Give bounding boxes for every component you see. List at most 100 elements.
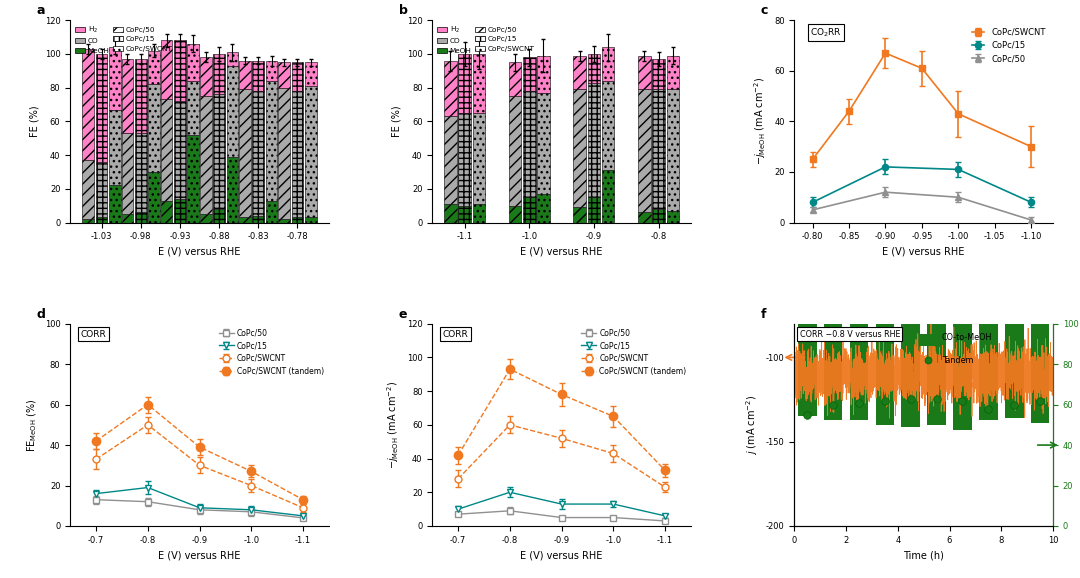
Bar (213, 94, 225, 209)
Bar (239, 217, 251, 223)
Bar (1030, 189, 1050, 423)
Bar (602, 81, 615, 171)
Bar (666, 90, 679, 211)
Point (928, 394, 945, 403)
Bar (253, 216, 265, 223)
Legend: H$_2$, CO, MeOH, CoPc/50, CoPc/15, CoPc/SWCNT: H$_2$, CO, MeOH, CoPc/50, CoPc/15, CoPc/… (71, 21, 176, 57)
Text: Tandem: Tandem (942, 355, 973, 365)
Text: c: c (760, 4, 768, 17)
Legend: CoPc/SWCNT, CoPc/15, CoPc/50: CoPc/SWCNT, CoPc/15, CoPc/50 (969, 24, 1049, 66)
Bar (876, 189, 894, 425)
Bar (902, 189, 920, 427)
Bar (279, 219, 291, 223)
Bar (588, 54, 600, 83)
Bar (458, 54, 471, 113)
Bar (850, 189, 868, 420)
Y-axis label: FE (%): FE (%) (29, 106, 39, 137)
Bar (82, 160, 94, 219)
Bar (305, 86, 316, 217)
Bar (148, 172, 160, 223)
Bar (573, 90, 586, 208)
X-axis label: E (V) versus RHE: E (V) versus RHE (882, 247, 964, 257)
Bar (473, 54, 485, 113)
Bar (602, 171, 615, 223)
Bar (135, 133, 147, 213)
Bar (266, 201, 278, 223)
Bar (227, 52, 239, 66)
Bar (200, 57, 212, 96)
Text: e: e (399, 307, 407, 321)
Bar (638, 90, 650, 213)
Bar (666, 211, 679, 223)
Bar (444, 204, 457, 223)
Bar (135, 213, 147, 223)
Bar (188, 81, 199, 135)
Bar (96, 217, 107, 223)
Bar (305, 62, 316, 86)
Bar (292, 91, 303, 217)
Bar (239, 90, 251, 217)
Bar (188, 44, 199, 81)
Y-axis label: $-j_{\rm MeOH}$ (mA cm$^{-2}$): $-j_{\rm MeOH}$ (mA cm$^{-2}$) (753, 77, 769, 165)
Bar (266, 81, 278, 201)
Text: CORR: CORR (81, 329, 106, 339)
Bar (188, 135, 199, 223)
Bar (523, 57, 536, 91)
Point (954, 396, 971, 405)
Bar (588, 197, 600, 223)
Bar (473, 204, 485, 223)
Bar (239, 61, 251, 90)
Bar (200, 96, 212, 214)
Bar (96, 54, 107, 162)
Bar (652, 209, 665, 223)
Bar (109, 110, 121, 186)
Text: b: b (399, 4, 407, 17)
Bar (122, 133, 133, 214)
Bar (509, 62, 522, 96)
X-axis label: E (V) versus RHE: E (V) versus RHE (521, 550, 603, 560)
Text: CO-to-MeOH: CO-to-MeOH (942, 334, 993, 342)
Bar (473, 113, 485, 204)
Legend: H$_2$, CO, MeOH, CoPc/50, CoPc/15, CoPc/SWCNT: H$_2$, CO, MeOH, CoPc/50, CoPc/15, CoPc/… (434, 21, 538, 57)
Bar (200, 214, 212, 223)
Legend: CoPc/50, CoPc/15, CoPc/SWCNT, CoPc/SWCNT (tandem): CoPc/50, CoPc/15, CoPc/SWCNT, CoPc/SWCNT… (578, 325, 689, 379)
Bar (666, 55, 679, 90)
Bar (537, 194, 550, 223)
Bar (638, 55, 650, 90)
Bar (161, 40, 173, 99)
Point (902, 394, 919, 403)
X-axis label: E (V) versus RHE: E (V) versus RHE (159, 247, 241, 257)
Bar (161, 99, 173, 201)
Bar (509, 206, 522, 223)
Bar (602, 47, 615, 81)
Bar (96, 162, 107, 217)
Bar (109, 47, 121, 110)
Bar (652, 59, 665, 90)
Bar (444, 116, 457, 204)
Bar (227, 66, 239, 157)
Text: a: a (37, 4, 45, 17)
Bar (523, 197, 536, 223)
Bar (954, 189, 972, 430)
Point (798, 410, 815, 420)
Bar (444, 61, 457, 116)
Bar (523, 91, 536, 197)
Bar (798, 189, 816, 416)
Y-axis label: $-j_{\rm MeOH}$ (mA cm$^{-2}$): $-j_{\rm MeOH}$ (mA cm$^{-2}$) (386, 381, 402, 469)
Bar (148, 84, 160, 172)
Bar (227, 157, 239, 223)
Bar (292, 62, 303, 91)
Bar (509, 96, 522, 206)
Bar (652, 90, 665, 209)
Bar (573, 208, 586, 223)
Bar (213, 209, 225, 223)
Text: CORR −0.8 V versus RHE: CORR −0.8 V versus RHE (799, 329, 900, 339)
Point (850, 398, 867, 407)
Bar (82, 219, 94, 223)
Bar (1004, 189, 1024, 418)
Bar (279, 62, 291, 88)
Bar (174, 40, 186, 101)
Bar (253, 91, 265, 216)
X-axis label: E (V) versus RHE: E (V) versus RHE (159, 550, 241, 560)
Y-axis label: FE (%): FE (%) (391, 106, 402, 137)
